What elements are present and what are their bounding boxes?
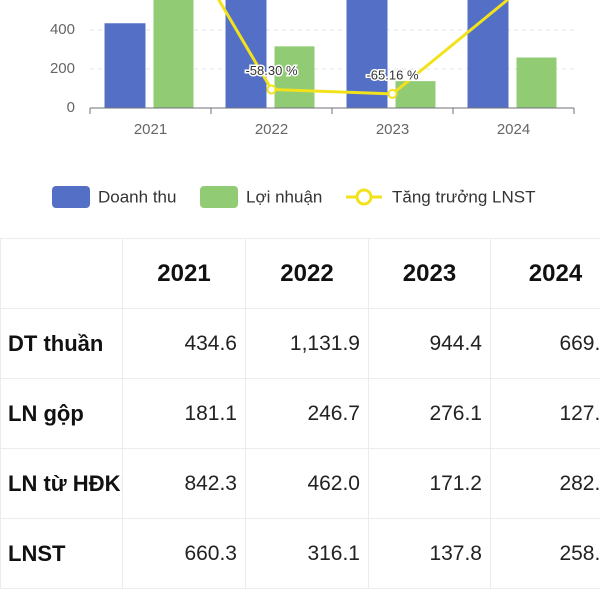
header-row: 2021 2022 2023 2024 [0, 238, 600, 309]
bar [467, 0, 509, 109]
row-label: DT thuần [0, 308, 123, 379]
value-cell: 944.4 [368, 308, 491, 379]
x-tick-label: 2022 [255, 121, 288, 138]
x-tick-label: 2023 [376, 121, 409, 138]
y-tick-label: 0 [67, 99, 75, 116]
row-label: LNST [0, 518, 123, 589]
data-table: 2021 2022 2023 2024 DT thuần 434.6 1,131.9 944… [0, 238, 600, 589]
value-cell: 669.3 [490, 308, 600, 379]
x-tick-label: 2021 [134, 121, 167, 138]
value-cell: 258.9 [490, 518, 600, 589]
bar [153, 0, 194, 108]
header-cell: 2024 [490, 238, 600, 309]
bar [516, 57, 557, 108]
value-cell: 137.8 [368, 518, 491, 589]
legend-label: Doanh thu [98, 187, 176, 206]
value-cell: 660.3 [122, 518, 246, 589]
value-cell: 127.7 [490, 378, 600, 449]
y-tick-label: 400 [50, 21, 75, 38]
y-tick-label: 200 [50, 60, 75, 77]
corner-cell [0, 238, 123, 309]
chart: 0 200 400 2021 2022 2023 2024 -58.30 % -65.16 % D… [50, 0, 575, 208]
header-cell: 2022 [245, 238, 369, 309]
bar [274, 46, 315, 108]
header-cell: 2023 [368, 238, 491, 309]
bar [346, 0, 388, 109]
value-cell: 181.1 [122, 378, 246, 449]
value-cell: 1,131.9 [245, 308, 369, 379]
legend-swatch [200, 186, 238, 208]
header-cell: 2021 [122, 238, 246, 309]
value-cell: 171.2 [368, 448, 491, 519]
value-cell: 434.6 [122, 308, 246, 379]
legend-swatch [52, 186, 90, 208]
value-cell: 842.3 [122, 448, 246, 519]
row-label: LN từ HĐKD [0, 448, 123, 519]
value-cell: 316.1 [245, 518, 369, 589]
line-point [266, 84, 277, 95]
x-tick-label: 2024 [497, 121, 530, 138]
value-label: -65.16 % [366, 67, 418, 82]
value-cell: 246.7 [245, 378, 369, 449]
bar [225, 0, 267, 109]
value-cell: 282.6 [490, 448, 600, 519]
line-series [217, 0, 510, 96]
row-label: LN gộp [0, 378, 123, 449]
legend-label: Tăng trưởng LNST [392, 187, 535, 206]
legend-swatch-point [355, 188, 373, 206]
value-cell: 276.1 [368, 378, 491, 449]
bar [104, 23, 146, 109]
line-point [387, 88, 398, 99]
legend-label: Lợi nhuận [246, 187, 322, 206]
value-cell: 462.0 [245, 448, 369, 519]
value-label: -58.30 % [245, 63, 297, 78]
